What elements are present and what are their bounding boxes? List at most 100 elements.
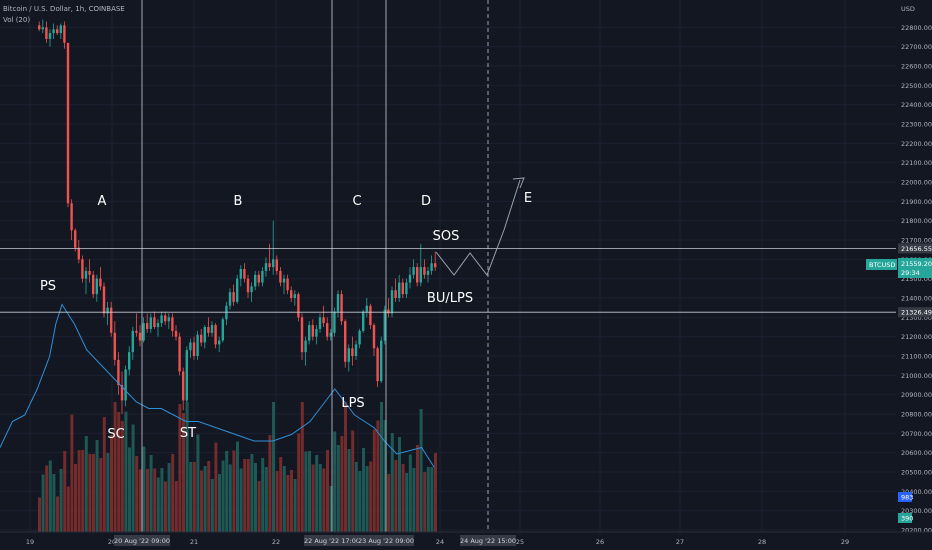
- volume-bar: [322, 468, 326, 532]
- time-tick-label: 21: [190, 538, 198, 546]
- volume-bar: [52, 474, 56, 532]
- candle: [38, 25, 41, 30]
- time-crosshair-badge-bg: [304, 535, 360, 546]
- volume-bar: [272, 402, 275, 532]
- candle: [293, 294, 296, 298]
- time-tick-label: 22: [272, 538, 280, 546]
- volume-bar: [344, 402, 347, 532]
- volume-bar: [390, 433, 394, 532]
- volume-bar: [336, 445, 340, 532]
- volume-ma-line: [0, 303, 435, 468]
- volume-bar: [77, 450, 81, 532]
- volume-bar: [45, 465, 49, 532]
- volume-bar: [257, 481, 261, 532]
- volume-bar: [354, 462, 358, 532]
- volume-bar: [221, 460, 225, 532]
- volume-bar: [290, 470, 293, 532]
- volume-bar: [275, 471, 279, 532]
- candle: [275, 259, 278, 271]
- candle: [326, 323, 329, 337]
- candle: [340, 294, 343, 322]
- candle: [434, 263, 437, 268]
- candle: [41, 27, 44, 30]
- time-tick-label: 20: [108, 538, 116, 546]
- symbol-title: Bitcoin / U.S. Dollar, 1h, COINBASE: [3, 5, 125, 13]
- volume-bar: [59, 469, 63, 532]
- candle: [99, 278, 102, 287]
- price-axis: USD 22800.00 22700.00 22600.00 22500.00 22400…: [896, 0, 932, 550]
- time-tick-label: 26: [596, 538, 604, 546]
- ticker-badge-bg: [866, 259, 897, 270]
- volume-bar: [434, 453, 437, 532]
- volume-bar: [383, 420, 387, 532]
- candle: [423, 267, 426, 275]
- price-tick-label: 22000.00: [901, 179, 932, 187]
- candle: [200, 334, 203, 343]
- volume-bar: [261, 458, 265, 532]
- candle: [369, 305, 372, 326]
- volume-bar: [92, 454, 95, 532]
- candle: [398, 282, 401, 298]
- candle: [308, 325, 311, 341]
- volume-bar: [207, 461, 211, 532]
- candle: [56, 29, 59, 34]
- candle: [228, 292, 232, 306]
- volume-bar: [228, 464, 232, 532]
- volume-bar: [372, 429, 376, 532]
- candle: [221, 319, 224, 341]
- price-tick-label: 21300.00: [901, 314, 932, 322]
- price-tick-label: 22400.00: [901, 101, 932, 109]
- volume-bar: [246, 459, 250, 532]
- candle: [297, 294, 300, 318]
- grid: [0, 0, 896, 532]
- volume-bar: [250, 454, 254, 532]
- candle: [362, 311, 365, 331]
- time-tick-label: 27: [676, 538, 684, 546]
- event-label: PS: [40, 279, 56, 294]
- volume-bar: [138, 469, 142, 532]
- candle: [164, 315, 167, 322]
- last-price-badge-bg: [898, 258, 932, 278]
- volume-bar: [146, 469, 149, 532]
- volume-bar: [48, 460, 52, 532]
- volume-bar: [117, 412, 121, 532]
- candle: [146, 323, 149, 329]
- volume-bar: [365, 466, 369, 532]
- candle: [207, 327, 210, 333]
- candle: [120, 385, 124, 401]
- candle: [66, 42, 70, 204]
- price-tick-label: 22600.00: [901, 63, 932, 71]
- volume-bar: [131, 424, 135, 532]
- candle: [210, 325, 214, 333]
- volume-bar: [279, 457, 283, 532]
- volume-bar: [430, 467, 434, 532]
- candle: [92, 274, 95, 295]
- last-price-badge: 21559.20: [901, 260, 932, 268]
- candle: [192, 342, 196, 356]
- candle: [390, 290, 394, 314]
- volume-bar: [95, 440, 99, 532]
- time-tick-label: 19: [26, 538, 34, 546]
- candle: [59, 25, 62, 34]
- candle: [416, 267, 419, 283]
- candle: [149, 317, 152, 329]
- phase-label: A: [98, 194, 107, 209]
- volume-bar: [243, 459, 247, 532]
- candle: [354, 344, 358, 356]
- volume-bar: [178, 404, 182, 532]
- volume-bar: [426, 467, 430, 532]
- time-axis-bg: [0, 532, 896, 550]
- countdown-badge: 29:34: [901, 269, 920, 277]
- price-tick-label: 21700.00: [901, 237, 932, 245]
- volume-last-badge-bg: [898, 513, 912, 523]
- candle: [272, 259, 275, 268]
- candle: [77, 247, 80, 260]
- phase-label: E: [524, 191, 532, 206]
- candle: [239, 269, 242, 279]
- volume-bar: [106, 453, 110, 532]
- candle: [380, 340, 383, 382]
- candle: [408, 274, 412, 283]
- time-crosshair-badge-bg: [114, 535, 170, 546]
